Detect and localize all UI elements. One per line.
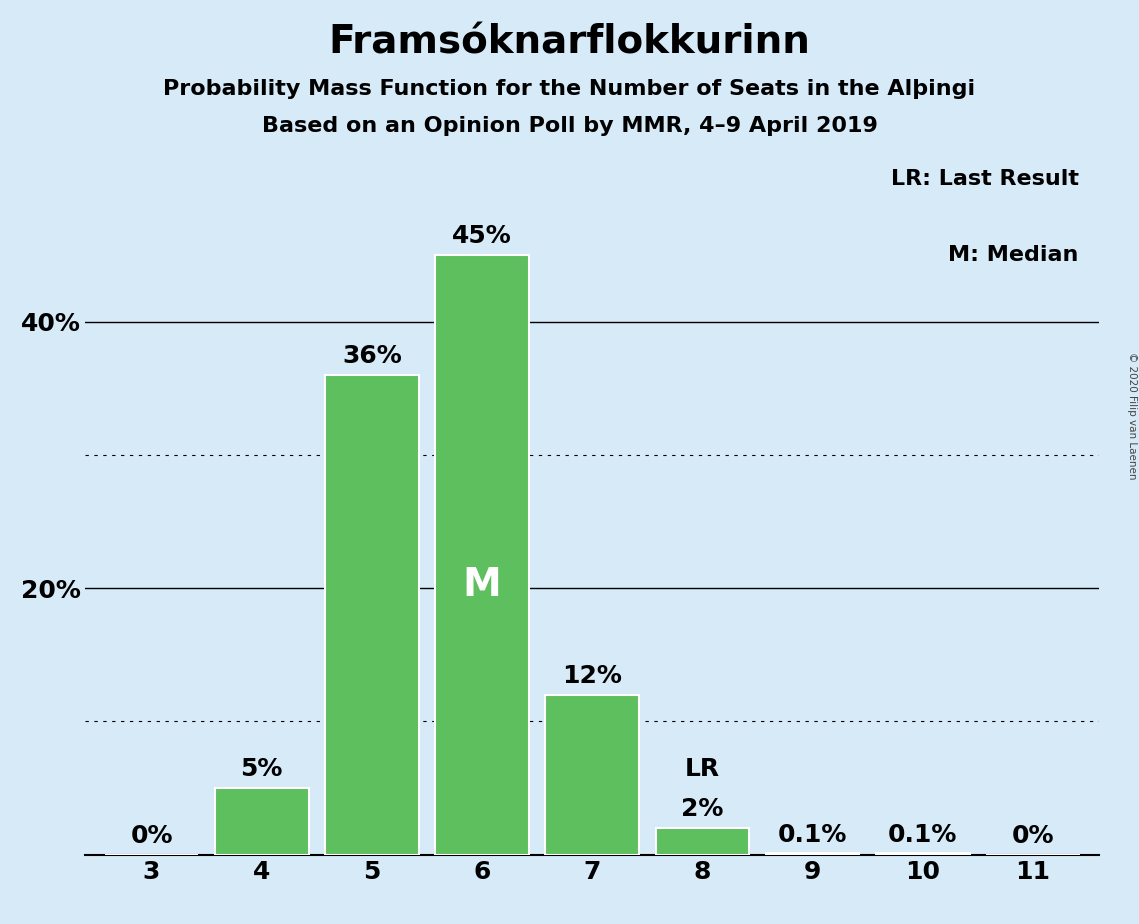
Text: 5%: 5% (240, 758, 282, 782)
Text: 45%: 45% (452, 225, 511, 249)
Bar (876, 854, 969, 855)
Text: Based on an Opinion Poll by MMR, 4–9 April 2019: Based on an Opinion Poll by MMR, 4–9 Apr… (262, 116, 877, 136)
Text: 0%: 0% (130, 824, 173, 848)
Text: 12%: 12% (563, 664, 622, 688)
Text: M: Median: M: Median (949, 245, 1079, 265)
Text: 36%: 36% (342, 345, 402, 369)
Bar (215, 788, 309, 855)
Text: © 2020 Filip van Laenen: © 2020 Filip van Laenen (1126, 352, 1137, 480)
Bar (656, 828, 749, 855)
Bar (546, 695, 639, 855)
Text: LR: LR (685, 758, 720, 782)
Text: 0%: 0% (1011, 824, 1055, 848)
Bar (435, 255, 528, 855)
Text: M: M (462, 565, 501, 603)
Text: 2%: 2% (681, 797, 723, 821)
Text: Probability Mass Function for the Number of Seats in the Alþingi: Probability Mass Function for the Number… (163, 79, 976, 99)
Text: 0.1%: 0.1% (888, 822, 958, 846)
Text: Framsóknarflokkurinn: Framsóknarflokkurinn (328, 23, 811, 61)
Bar (765, 854, 860, 855)
Text: 0.1%: 0.1% (778, 822, 847, 846)
Bar (325, 375, 419, 855)
Text: LR: Last Result: LR: Last Result (891, 168, 1079, 188)
